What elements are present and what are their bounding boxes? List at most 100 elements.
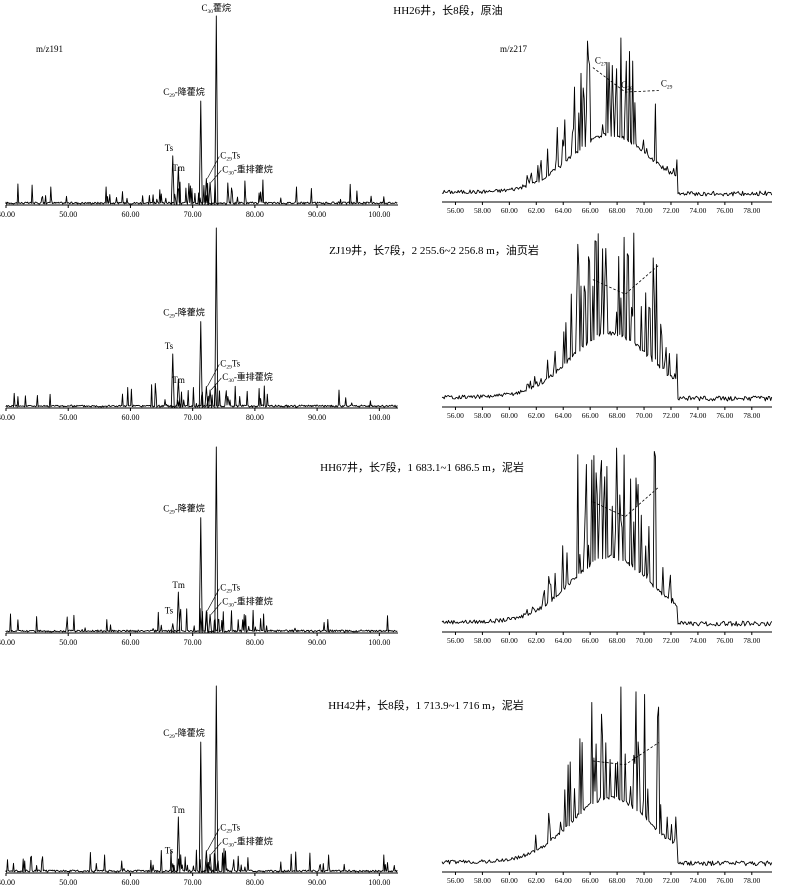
peak-label-ts: Ts <box>165 341 174 351</box>
right-tick-label: 72.00 <box>663 411 680 420</box>
left-tick-label: 60.00 <box>121 878 139 887</box>
left-tick-label: 70.00 <box>184 638 202 647</box>
left-tick-label: 80.00 <box>246 878 264 887</box>
m217-trace <box>441 686 773 867</box>
m191-peak <box>214 227 219 409</box>
peak-label-ts: Ts <box>165 846 174 856</box>
m191-baseline-trace <box>5 179 398 205</box>
peak-label-c29ts: C29Ts <box>220 823 240 835</box>
leader-c29ts <box>207 156 220 179</box>
m191-peak <box>214 685 219 874</box>
m191-peak <box>198 741 203 874</box>
leader-c29ts <box>207 364 220 387</box>
left-tick-label: 90.00 <box>308 878 326 887</box>
left-tick-label: 50.00 <box>59 638 77 647</box>
m191-peak <box>176 816 181 874</box>
right-tick-label: 74.00 <box>689 411 706 420</box>
m217-trace <box>441 447 773 627</box>
right-tick-label: 76.00 <box>716 206 733 215</box>
sterane-dashed-connector <box>592 742 660 766</box>
m191-peak <box>208 613 213 634</box>
peak-label-c29-norhopane: C29-降藿烷 <box>163 727 205 740</box>
right-tick-label: 74.00 <box>689 206 706 215</box>
peak-label-c30-rearranged: C30-重排藿烷 <box>222 595 273 608</box>
m191-peak <box>214 15 219 206</box>
right-tick-label: 60.00 <box>501 636 518 645</box>
right-tick-label: 66.00 <box>582 411 599 420</box>
left-tick-label: 100.00 <box>368 210 390 219</box>
leader-c30-rearranged <box>210 842 222 855</box>
right-tick-label: 60.00 <box>501 411 518 420</box>
leader-c30-rearranged <box>210 602 222 615</box>
left-tick-label: 70.00 <box>184 210 202 219</box>
peak-label-c30-hopane: C30藿烷 <box>202 2 232 15</box>
right-tick-label: 72.00 <box>663 206 680 215</box>
panel-title: HH26井，长8段，原油 <box>393 3 502 17</box>
m217-trace <box>441 37 773 197</box>
leader-c29ts <box>207 828 220 851</box>
sterane-dashed-connector <box>592 264 660 295</box>
ion-label-right: m/z217 <box>500 44 527 54</box>
right-tick-label: 70.00 <box>636 206 653 215</box>
m191-peak <box>198 517 203 634</box>
right-tick-label: 70.00 <box>636 411 653 420</box>
peak-label-c29-norhopane: C29-降藿烷 <box>163 307 205 320</box>
left-tick-label: 60.00 <box>121 413 139 422</box>
left-tick-label: 80.00 <box>246 413 264 422</box>
right-tick-label: 72.00 <box>663 636 680 645</box>
peak-label-tm: Tm <box>172 805 185 815</box>
m191-peak <box>204 610 209 634</box>
peak-label-ts: Ts <box>165 606 174 616</box>
right-tick-label: 68.00 <box>609 876 626 885</box>
sterane-dashed-connector <box>592 486 660 518</box>
left-tick-label: 40.00 <box>0 413 15 422</box>
right-tick-label: 72.00 <box>663 876 680 885</box>
right-tick-label: 74.00 <box>689 636 706 645</box>
right-tick-label: 76.00 <box>716 876 733 885</box>
right-tick-label: 58.00 <box>474 636 491 645</box>
peak-label-c30-rearranged: C30-重排藿烷 <box>222 371 273 384</box>
left-tick-label: 80.00 <box>246 210 264 219</box>
right-tick-label: 78.00 <box>743 206 760 215</box>
m191-peak <box>176 591 181 634</box>
m191-peak <box>198 100 203 206</box>
panel-title: ZJ19井，长7段，2 255.6~2 256.8 m，油页岩 <box>329 243 539 257</box>
peak-label-c29ts: C29Ts <box>220 583 240 595</box>
right-tick-label: 60.00 <box>501 876 518 885</box>
left-tick-label: 40.00 <box>0 210 15 219</box>
right-tick-label: 68.00 <box>609 636 626 645</box>
m191-peak <box>170 623 175 634</box>
m191-peak <box>208 853 213 874</box>
m191-peak <box>176 166 181 206</box>
right-tick-label: 62.00 <box>528 876 545 885</box>
peak-label-c30-rearranged: C30-重排藿烷 <box>222 835 273 848</box>
m191-peak <box>214 446 219 634</box>
right-tick-label: 64.00 <box>555 206 572 215</box>
left-tick-label: 90.00 <box>308 210 326 219</box>
right-tick-label: 78.00 <box>743 876 760 885</box>
panel-2: ZJ19井，长7段，2 255.6~2 256.8 m，油页岩 40.00 50.0… <box>0 227 773 422</box>
right-tick-label: 64.00 <box>555 876 572 885</box>
m191-peak <box>170 155 175 206</box>
leader-c30-rearranged <box>210 170 222 183</box>
left-tick-label: 50.00 <box>59 210 77 219</box>
left-tick-label: 50.00 <box>59 878 77 887</box>
right-tick-label: 58.00 <box>474 206 491 215</box>
sterane-label-c28: C28 <box>621 80 633 92</box>
right-tick-label: 70.00 <box>636 876 653 885</box>
right-tick-label: 58.00 <box>474 411 491 420</box>
sterane-dashed-connector <box>592 67 659 93</box>
left-tick-label: 90.00 <box>308 638 326 647</box>
m217-trace <box>441 232 773 402</box>
panel-title: HH67井，长7段，1 683.1~1 686.5 m，泥岩 <box>320 460 524 474</box>
right-tick-label: 56.00 <box>447 206 464 215</box>
m191-baseline-trace <box>5 608 398 633</box>
m191-peak <box>208 181 213 206</box>
leader-c30-rearranged <box>210 377 222 391</box>
right-tick-label: 58.00 <box>474 876 491 885</box>
left-tick-label: 60.00 <box>121 638 139 647</box>
right-tick-label: 66.00 <box>582 206 599 215</box>
right-tick-label: 62.00 <box>528 411 545 420</box>
left-tick-label: 80.00 <box>246 638 264 647</box>
